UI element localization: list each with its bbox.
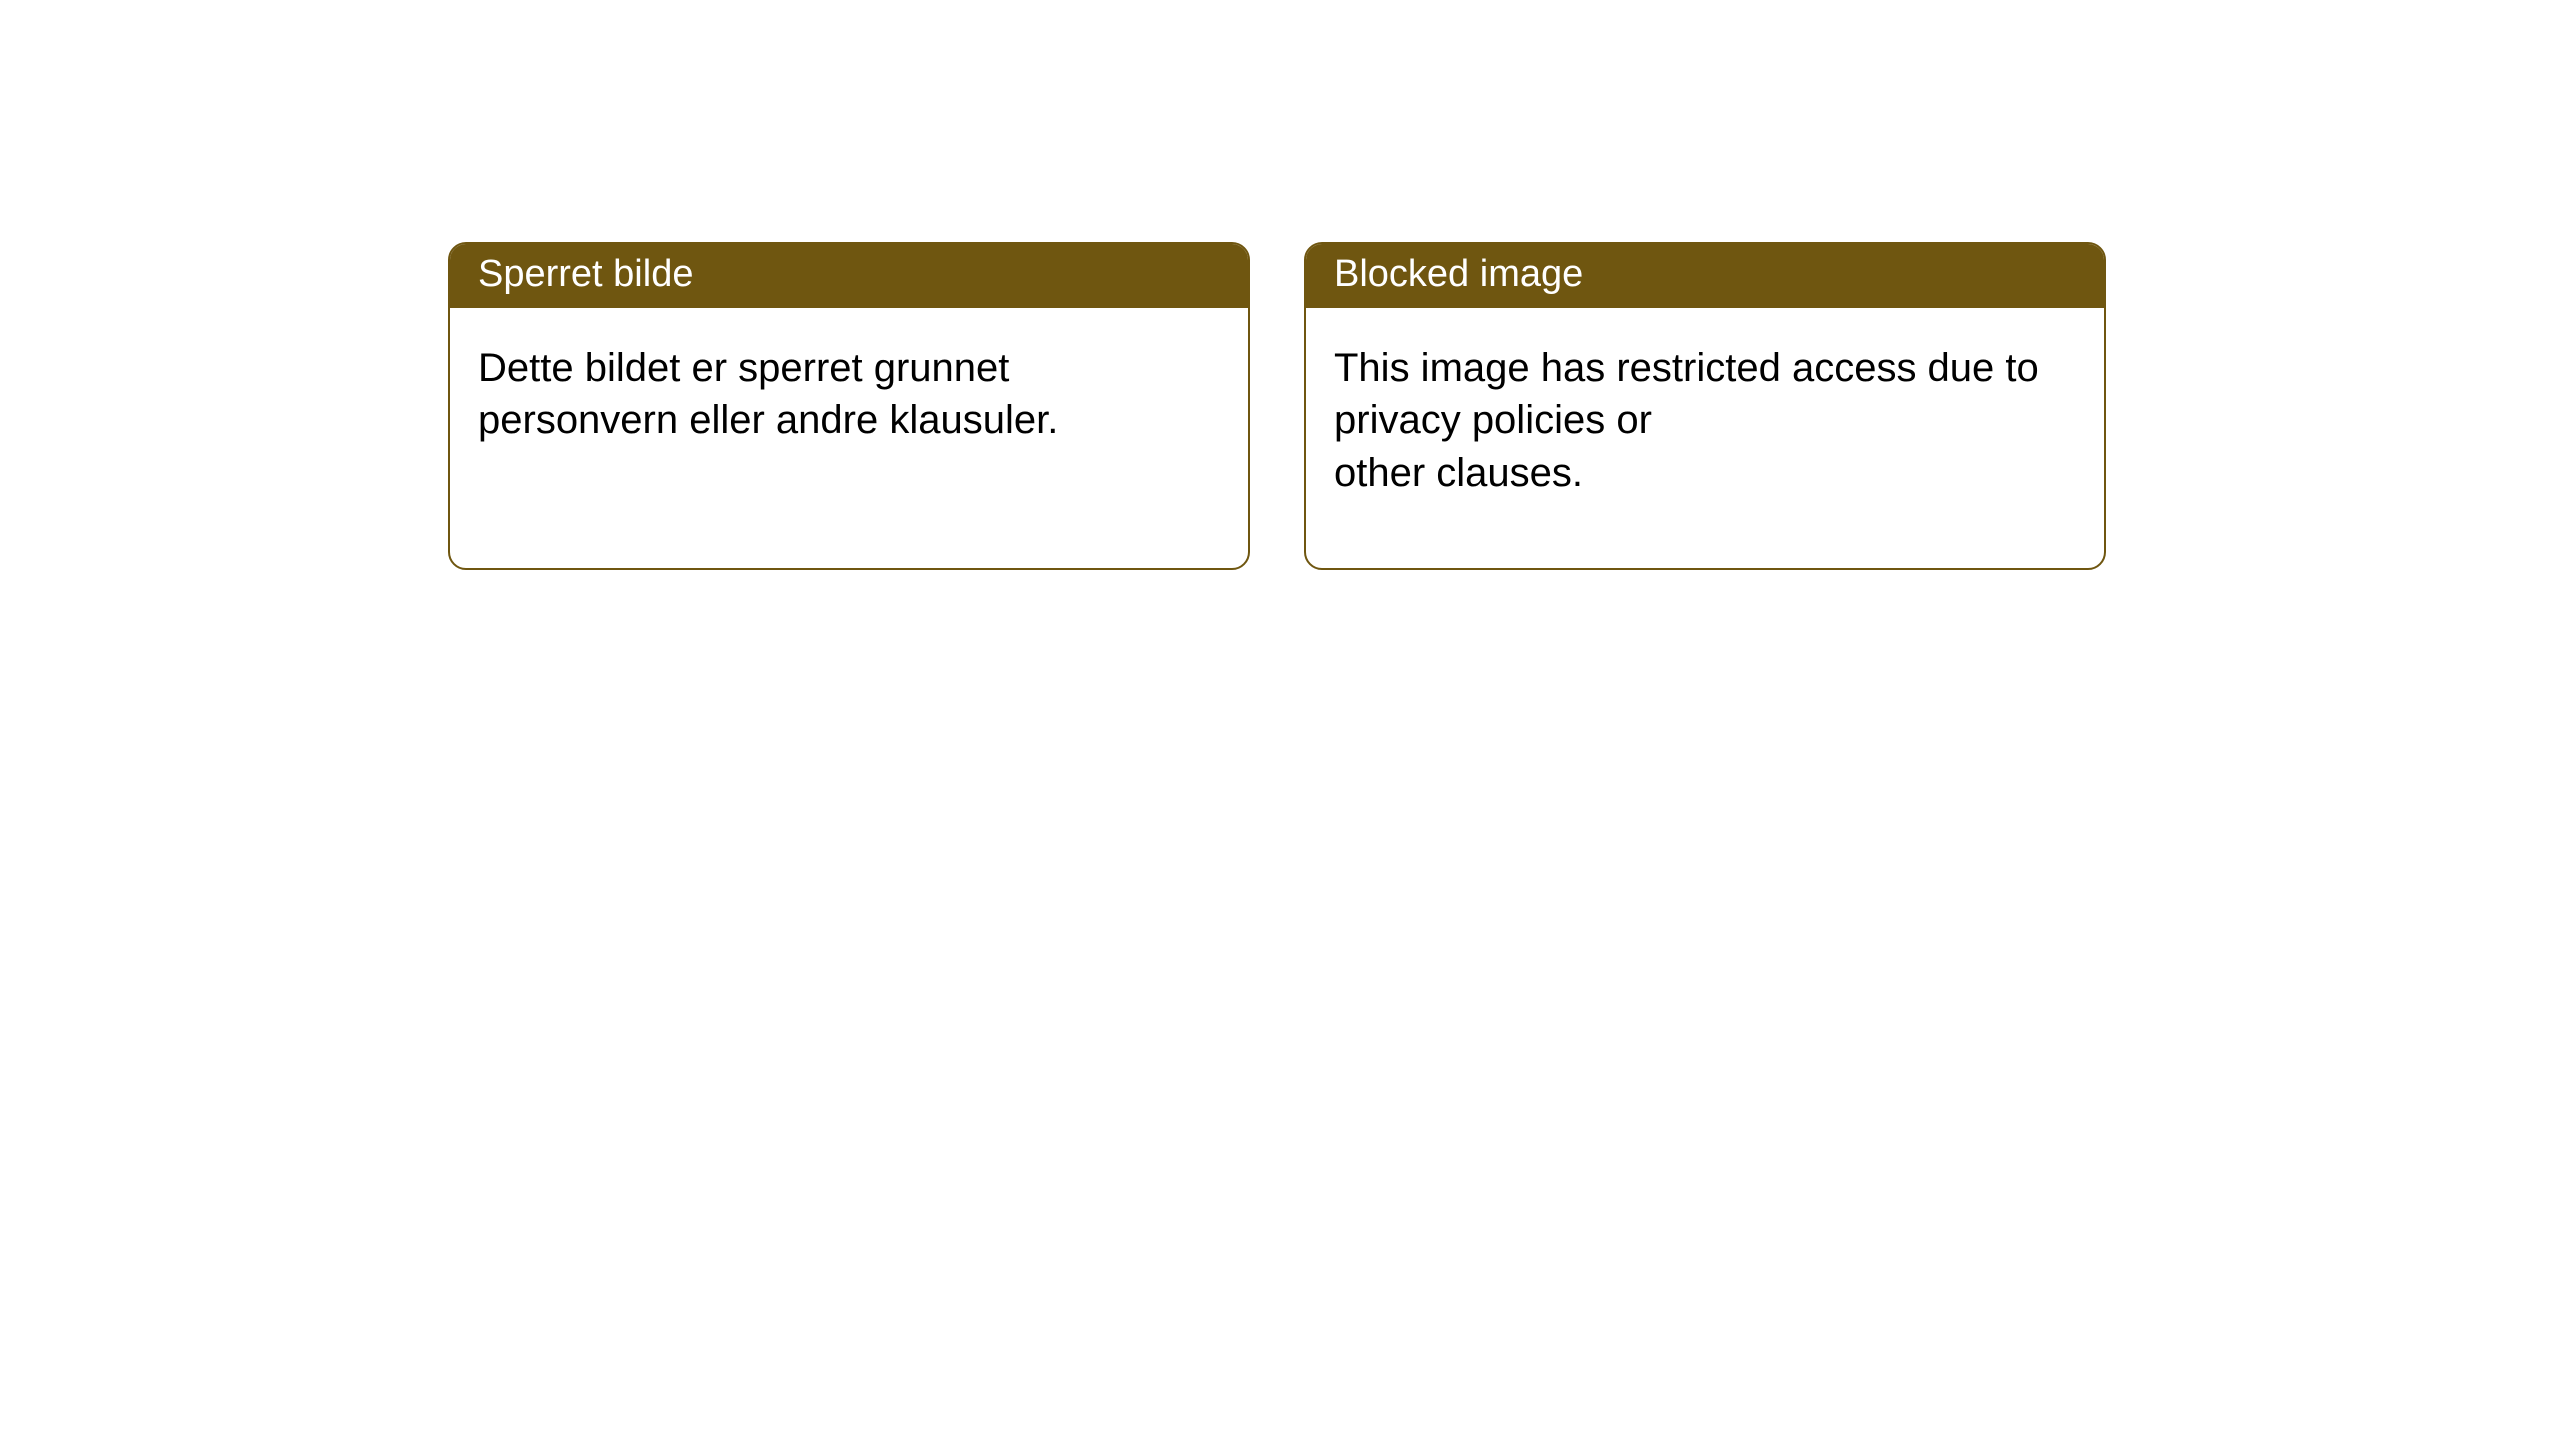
- notice-card-body-en: This image has restricted access due to …: [1306, 308, 2104, 568]
- notice-card-header-en: Blocked image: [1306, 244, 2104, 308]
- notice-card-body-no: Dette bildet er sperret grunnet personve…: [450, 308, 1248, 568]
- blocked-notice-container: Sperret bilde Dette bildet er sperret gr…: [448, 242, 2106, 570]
- notice-card-en: Blocked image This image has restricted …: [1304, 242, 2106, 570]
- notice-card-header-no: Sperret bilde: [450, 244, 1248, 308]
- notice-card-no: Sperret bilde Dette bildet er sperret gr…: [448, 242, 1250, 570]
